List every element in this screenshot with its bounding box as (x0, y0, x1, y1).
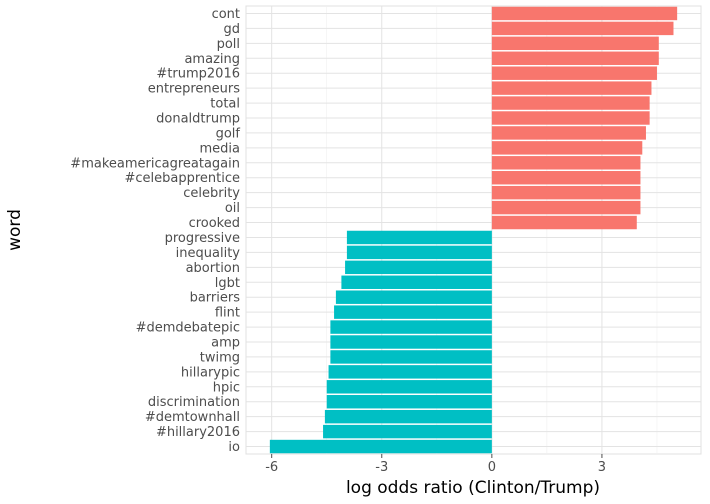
bar-io (269, 439, 492, 454)
y-tick-label: cont (212, 7, 240, 22)
y-tick-label: #demtownhall (145, 410, 240, 425)
y-tick-label: oil (225, 201, 240, 216)
y-tick-label: io (228, 440, 240, 455)
y-tick-label: hillarypic (181, 365, 240, 380)
y-tick-label: #trump2016 (156, 67, 240, 82)
bar-abortion (345, 260, 492, 275)
y-tick-label: #celebapprentice (124, 171, 240, 186)
bar-amp (330, 335, 492, 349)
y-tick-label: media (200, 141, 241, 156)
bar-amazing (491, 51, 659, 65)
y-tick-label: lgbt (215, 276, 240, 291)
bar-golf (491, 126, 646, 140)
bar-total (491, 96, 650, 110)
bar-lgbt (341, 275, 492, 289)
x-axis-title: log odds ratio (Clinton/Trump) (346, 478, 600, 498)
bar-celebrity (491, 185, 641, 200)
bar-cont (491, 6, 678, 21)
y-axis-title: word (5, 209, 25, 251)
bar-inequality (346, 245, 492, 260)
y-tick-label: flint (215, 306, 240, 321)
bar-donaldtrump (491, 111, 650, 125)
y-tick-label: celebrity (183, 186, 240, 201)
bar-poll (491, 36, 659, 51)
bar-progressive (346, 230, 492, 245)
bar-demtownhall (324, 409, 492, 424)
y-tick-label: entrepreneurs (148, 82, 241, 97)
y-tick-label: barriers (190, 291, 241, 306)
x-tick-label: -6 (265, 460, 278, 475)
x-tick-label: 3 (598, 460, 606, 475)
bar-discrimination (326, 395, 492, 409)
bar-twimg (330, 350, 492, 364)
bar-hillarypic (328, 365, 492, 379)
y-tick-label: total (210, 97, 240, 112)
plot-panel (245, 5, 702, 455)
y-tick-label: discrimination (148, 395, 240, 410)
y-tick-label: amp (211, 336, 240, 351)
bar-makeamericagreatagain (491, 156, 641, 170)
y-tick-label: golf (216, 126, 241, 141)
bar-hpic (326, 380, 492, 394)
y-tick-label: #demdebatepic (136, 321, 240, 336)
bar-entrepreneurs (491, 81, 652, 95)
bar-media (491, 141, 643, 155)
bar-demdebatepic (330, 320, 492, 334)
y-tick-label: hpic (213, 380, 240, 395)
y-tick-label: abortion (186, 261, 240, 276)
y-tick-label: gd (223, 22, 240, 37)
bar-gd (491, 21, 674, 36)
y-tick-label: inequality (176, 246, 241, 261)
x-tick-label: -3 (375, 460, 388, 475)
y-tick-label: donaldtrump (156, 112, 240, 127)
bar-flint (334, 305, 492, 319)
x-tick-labels: -6 -3 0 3 (265, 454, 606, 475)
y-tick-label: #makeamericagreatagain (70, 156, 240, 171)
y-tick-label: crooked (189, 216, 240, 231)
bar-celebapprentice (491, 171, 641, 185)
y-tick-labels: contgdpollamazing#trump2016entrepreneurs… (70, 7, 240, 455)
y-tick-label: progressive (165, 231, 240, 246)
bar-crooked (491, 215, 637, 230)
y-tick-label: amazing (184, 52, 240, 67)
bar-trump2016 (491, 66, 657, 80)
bar-hillary2016 (323, 424, 492, 439)
y-tick-label: poll (217, 37, 240, 52)
x-tick-label: 0 (488, 460, 496, 475)
bars (269, 6, 678, 454)
y-tick-label: #hillary2016 (156, 425, 240, 440)
y-tick-label: twimg (200, 350, 240, 365)
bar-oil (491, 200, 641, 215)
bar-barriers (335, 290, 492, 304)
